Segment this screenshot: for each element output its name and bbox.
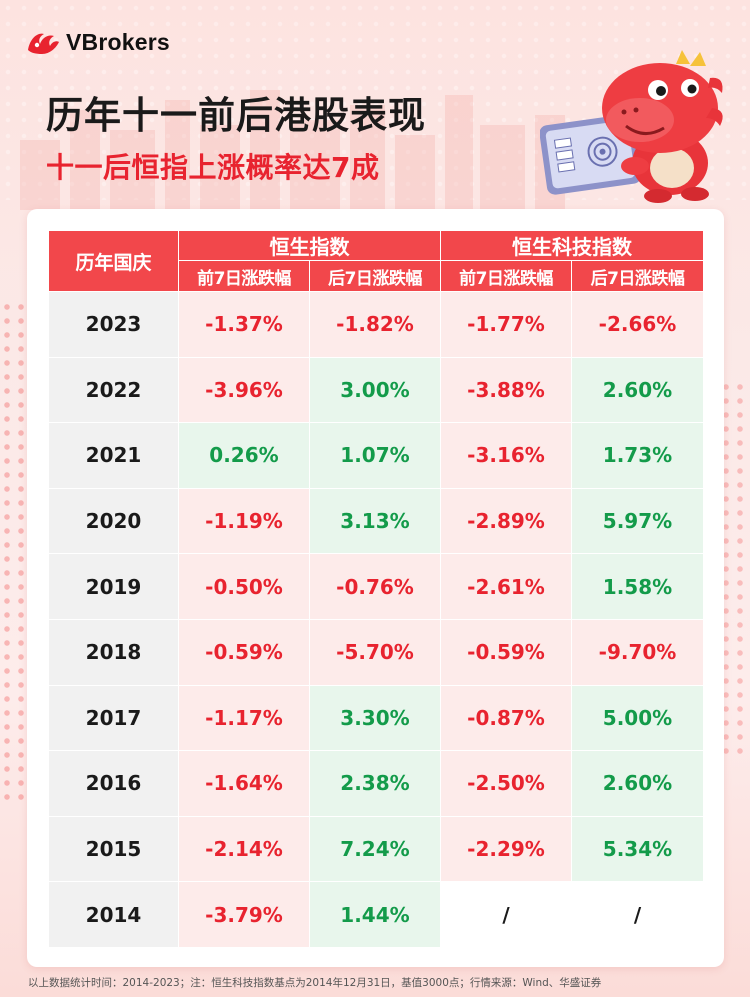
brand-name: VBrokers xyxy=(66,28,170,55)
footer-note: 以上数据统计时间：2014-2023；注：恒生科技指数基点为2014年12月31… xyxy=(28,977,602,989)
cell-hsi-after: -0.76% xyxy=(309,553,441,620)
cell-hstech-before: -2.89% xyxy=(440,487,572,555)
brand-logo: VBrokers xyxy=(26,28,170,56)
row-year: 2019 xyxy=(48,553,179,620)
subheader-hstech-before: 前7日涨跌幅 xyxy=(440,260,572,292)
cell-hsi-before: -1.19% xyxy=(178,487,310,555)
cell-hsi-after: 3.30% xyxy=(309,684,441,752)
cell-hstech-after: 5.34% xyxy=(571,815,704,883)
cell-hstech-after: -9.70% xyxy=(571,618,704,686)
table-row: 2023 -1.37% -1.82% -1.77% -2.66% xyxy=(48,291,704,358)
row-year: 2022 xyxy=(48,356,179,424)
cell-hsi-after: 3.00% xyxy=(309,356,441,424)
cell-hsi-before: -0.59% xyxy=(178,618,310,686)
table-row: 2020 -1.19% 3.13% -2.89% 5.97% xyxy=(48,487,704,555)
cell-hstech-before: -0.87% xyxy=(440,684,572,752)
cell-hsi-after: 2.38% xyxy=(309,750,441,817)
subheader-hsi-after: 后7日涨跌幅 xyxy=(309,260,441,292)
cell-hstech-before: / xyxy=(440,881,572,948)
year-column-header: 历年国庆 xyxy=(48,230,179,292)
cell-hstech-before: -3.88% xyxy=(440,356,572,424)
cell-hsi-before: -3.79% xyxy=(178,881,310,948)
table-row: 2018 -0.59% -5.70% -0.59% -9.70% xyxy=(48,618,704,686)
row-year: 2015 xyxy=(48,815,179,883)
cell-hstech-before: -3.16% xyxy=(440,422,572,489)
row-year: 2021 xyxy=(48,422,179,489)
cell-hsi-before: -3.96% xyxy=(178,356,310,424)
cell-hstech-after: -2.66% xyxy=(571,291,704,358)
cell-hstech-before: -1.77% xyxy=(440,291,572,358)
cell-hsi-after: 1.44% xyxy=(309,881,441,948)
group-header-hstech: 恒生科技指数 xyxy=(440,230,704,261)
cell-hstech-after: 2.60% xyxy=(571,750,704,817)
page-subtitle: 十一后恒指上涨概率达7成 xyxy=(46,151,380,184)
subheader-hstech-after: 后7日涨跌幅 xyxy=(571,260,704,292)
cell-hsi-before: -1.17% xyxy=(178,684,310,752)
cell-hsi-before: -2.14% xyxy=(178,815,310,883)
row-year: 2020 xyxy=(48,487,179,555)
cell-hstech-before: -2.29% xyxy=(440,815,572,883)
dragon-mascot-icon xyxy=(540,50,723,203)
page-title: 历年十一前后港股表现 xyxy=(46,94,426,137)
table-row: 2015 -2.14% 7.24% -2.29% 5.34% xyxy=(48,815,704,883)
cell-hstech-before: -2.50% xyxy=(440,750,572,817)
cell-hsi-before: 0.26% xyxy=(178,422,310,489)
vbrokers-logo-icon xyxy=(28,33,59,54)
cell-hstech-after: 1.73% xyxy=(571,422,704,489)
cell-hsi-after: 1.07% xyxy=(309,422,441,489)
group-header-hsi: 恒生指数 xyxy=(178,230,441,261)
table-row: 2016 -1.64% 2.38% -2.50% 2.60% xyxy=(48,750,704,817)
table-row: 2022 -3.96% 3.00% -3.88% 2.60% xyxy=(48,356,704,424)
cell-hsi-after: -5.70% xyxy=(309,618,441,686)
cell-hstech-after: 2.60% xyxy=(571,356,704,424)
row-year: 2014 xyxy=(48,881,179,948)
cell-hsi-after: 7.24% xyxy=(309,815,441,883)
cell-hsi-before: -1.64% xyxy=(178,750,310,817)
cell-hstech-after: 5.00% xyxy=(571,684,704,752)
cell-hstech-before: -0.59% xyxy=(440,618,572,686)
cell-hstech-before: -2.61% xyxy=(440,553,572,620)
table-row: 2014 -3.79% 1.44% / / xyxy=(48,881,704,948)
table-row: 2017 -1.17% 3.30% -0.87% 5.00% xyxy=(48,684,704,752)
city-skyline-decoration xyxy=(20,90,565,210)
subheader-hsi-before: 前7日涨跌幅 xyxy=(178,260,310,292)
cell-hsi-after: 3.13% xyxy=(309,487,441,555)
cell-hsi-before: -0.50% xyxy=(178,553,310,620)
table-row: 2019 -0.50% -0.76% -2.61% 1.58% xyxy=(48,553,704,620)
row-year: 2016 xyxy=(48,750,179,817)
cell-hstech-after: / xyxy=(571,881,704,948)
performance-table: 历年国庆 恒生指数 恒生科技指数 前7日涨跌幅 后7日涨跌幅 前7日涨跌幅 后7… xyxy=(48,230,704,948)
cell-hstech-after: 1.58% xyxy=(571,553,704,620)
cell-hsi-before: -1.37% xyxy=(178,291,310,358)
row-year: 2023 xyxy=(48,291,179,358)
table-row: 2021 0.26% 1.07% -3.16% 1.73% xyxy=(48,422,704,489)
cell-hsi-after: -1.82% xyxy=(309,291,441,358)
cell-hstech-after: 5.97% xyxy=(571,487,704,555)
row-year: 2017 xyxy=(48,684,179,752)
row-year: 2018 xyxy=(48,618,179,686)
